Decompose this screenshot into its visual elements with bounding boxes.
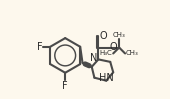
- Text: CH₃: CH₃: [126, 50, 139, 56]
- Text: F: F: [37, 42, 42, 52]
- Text: O: O: [110, 42, 117, 52]
- Text: N: N: [90, 53, 98, 63]
- Text: HN: HN: [99, 73, 114, 83]
- Text: H₃C: H₃C: [99, 50, 112, 56]
- Text: F: F: [62, 81, 68, 91]
- Text: O: O: [99, 31, 107, 41]
- Text: CH₃: CH₃: [113, 32, 125, 38]
